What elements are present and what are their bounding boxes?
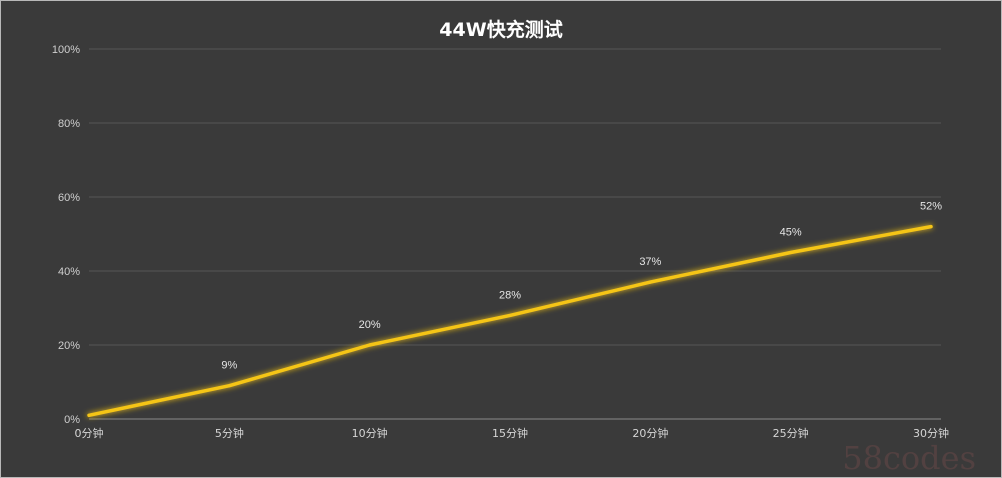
x-tick-label: 0分钟	[75, 426, 104, 440]
data-label: 52%	[920, 201, 942, 213]
data-label: 28%	[499, 289, 521, 301]
data-point	[368, 344, 371, 347]
watermark: 58codes	[842, 439, 976, 477]
x-tick-label: 30分钟	[913, 426, 949, 440]
x-tick-label: 10分钟	[352, 426, 388, 440]
data-point	[228, 384, 231, 387]
y-tick-label: 60%	[58, 192, 80, 204]
x-axis: 0分钟 5分钟 10分钟 15分钟 20分钟 25分钟 30分钟	[75, 426, 950, 440]
data-label: 20%	[359, 319, 381, 331]
y-tick-label: 0%	[64, 414, 80, 426]
data-label: 45%	[780, 227, 802, 239]
x-tick-label: 25分钟	[773, 426, 809, 440]
series-line	[89, 227, 931, 416]
y-tick-label: 80%	[58, 118, 80, 130]
y-tick-label: 20%	[58, 340, 80, 352]
chart-title: 44W快充测试	[439, 18, 562, 41]
data-point	[789, 251, 792, 254]
data-label: 9%	[221, 360, 237, 372]
gridlines	[89, 49, 941, 419]
data-point	[930, 225, 933, 228]
y-tick-label: 40%	[58, 266, 80, 278]
y-tick-label: 100%	[52, 44, 80, 56]
data-label: 37%	[639, 256, 661, 268]
x-tick-label: 20分钟	[632, 426, 668, 440]
x-tick-label: 15分钟	[492, 426, 528, 440]
data-point	[649, 281, 652, 284]
x-tick-label: 5分钟	[215, 426, 244, 440]
data-labels: 9% 20% 28% 37% 45% 52%	[221, 201, 942, 372]
series-layer	[88, 225, 933, 417]
y-axis: 0% 20% 40% 60% 80% 100%	[52, 44, 80, 426]
data-point	[88, 414, 91, 417]
data-point	[509, 314, 512, 317]
